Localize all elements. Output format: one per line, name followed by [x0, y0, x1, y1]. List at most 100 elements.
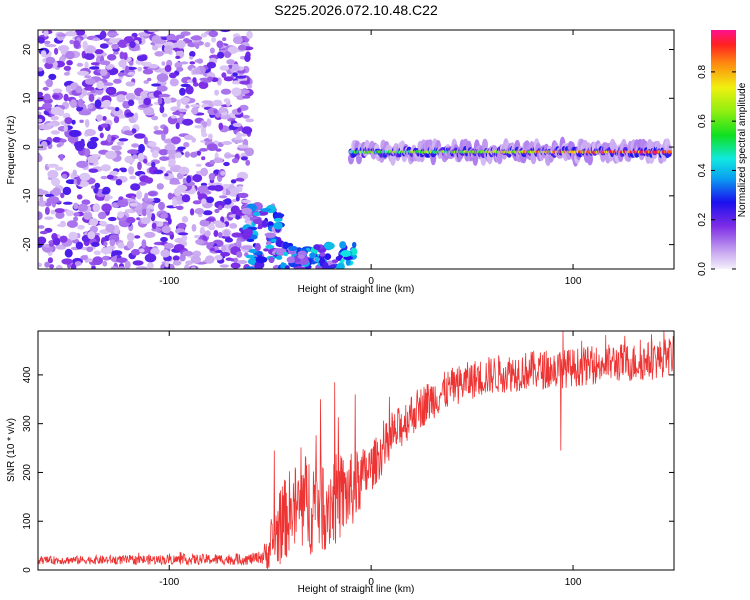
noise-blob [64, 248, 73, 258]
noise-blob [100, 140, 108, 146]
noise-blob [99, 30, 107, 39]
noise-blob [138, 143, 146, 153]
noise-blob [224, 204, 232, 209]
noise-blob [170, 115, 177, 119]
noise-blob [236, 251, 243, 258]
noise-blob [209, 47, 215, 54]
noise-blob [142, 208, 147, 217]
noise-blob [38, 153, 42, 162]
noise-blob [57, 108, 65, 117]
noise-blob [177, 232, 189, 236]
patch-blob [285, 265, 290, 269]
noise-blob [213, 230, 219, 237]
noise-blob [189, 56, 194, 60]
noise-blob [209, 247, 216, 252]
noise-blob [143, 158, 148, 164]
noise-blob [174, 61, 183, 69]
noise-blob [105, 223, 115, 233]
noise-blob [164, 64, 172, 72]
noise-blob [42, 102, 53, 110]
noise-blob [65, 85, 72, 93]
snr-y-tick-label: 300 [22, 415, 33, 432]
noise-blob [48, 242, 54, 247]
noise-blob [52, 237, 61, 246]
noise-blob [168, 264, 175, 269]
spectrogram-y-tick-label: -20 [22, 237, 33, 252]
noise-blob [106, 106, 116, 110]
noise-blob [196, 58, 204, 64]
noise-blob [230, 187, 240, 196]
noise-blob [213, 109, 218, 114]
noise-blob [94, 99, 102, 109]
noise-blob [60, 192, 65, 199]
noise-blob [173, 187, 182, 197]
noise-blob [176, 66, 184, 72]
noise-blob [172, 255, 180, 261]
noise-blob [56, 143, 62, 148]
noise-blob [91, 265, 96, 269]
noise-blob [104, 197, 110, 202]
patch-blob [280, 262, 286, 269]
patch-blob [314, 256, 319, 262]
noise-blob [103, 241, 108, 247]
patch-blob [313, 244, 321, 250]
noise-blob [38, 36, 45, 44]
noise-blob [42, 86, 49, 91]
noise-blob [235, 239, 242, 248]
noise-blob [89, 218, 99, 226]
snr-y-tick-label: 400 [22, 366, 33, 383]
noise-blob [92, 256, 103, 266]
noise-blob [186, 175, 192, 184]
noise-blob [123, 52, 128, 61]
patch-blob [293, 266, 306, 269]
noise-blob [111, 145, 122, 151]
noise-blob [226, 59, 235, 65]
noise-blob [59, 138, 67, 143]
noise-blob [190, 35, 203, 41]
noise-blob [68, 231, 78, 241]
noise-blob [245, 147, 255, 157]
snr-axes: -100 0 100 0 100 200 300 400 [22, 331, 674, 588]
spectrogram-y-tick-label: 10 [22, 92, 33, 104]
noise-blob [125, 65, 130, 74]
noise-blob [161, 132, 166, 141]
noise-blob [195, 239, 205, 245]
noise-blob [144, 253, 157, 263]
noise-blob [107, 32, 119, 37]
noise-blob [99, 43, 109, 49]
noise-blob [240, 156, 248, 161]
noise-blob [159, 81, 167, 86]
noise-blob [217, 51, 225, 59]
noise-blob [50, 130, 60, 135]
patch-blob [324, 242, 335, 250]
noise-blob [189, 61, 196, 65]
patch-blob [270, 238, 279, 243]
noise-blob [45, 78, 53, 88]
spectrogram-x-label: Height of straight line (km) [298, 284, 415, 295]
noise-blob [172, 198, 178, 208]
noise-blob [84, 75, 92, 79]
noise-blob [179, 87, 186, 96]
noise-blob [44, 206, 50, 215]
noise-blob [118, 59, 127, 68]
noise-blob [69, 83, 77, 89]
patch-blob [252, 211, 261, 217]
patch-blob [283, 251, 289, 257]
noise-blob [212, 101, 223, 107]
noise-blob [94, 49, 104, 55]
noise-blob [235, 75, 247, 79]
noise-blob [152, 197, 161, 204]
spectrogram-y-tick-label: -10 [22, 188, 33, 203]
noise-blob [161, 61, 166, 66]
noise-blob [230, 258, 235, 262]
noise-blob [170, 136, 181, 145]
noise-blob [182, 118, 194, 126]
noise-blob [167, 192, 173, 200]
noise-blob [154, 51, 164, 57]
noise-blob [137, 152, 145, 161]
noise-blob [101, 203, 112, 212]
noise-blob [52, 94, 60, 99]
noise-blob [180, 83, 191, 88]
noise-blob [50, 209, 56, 215]
